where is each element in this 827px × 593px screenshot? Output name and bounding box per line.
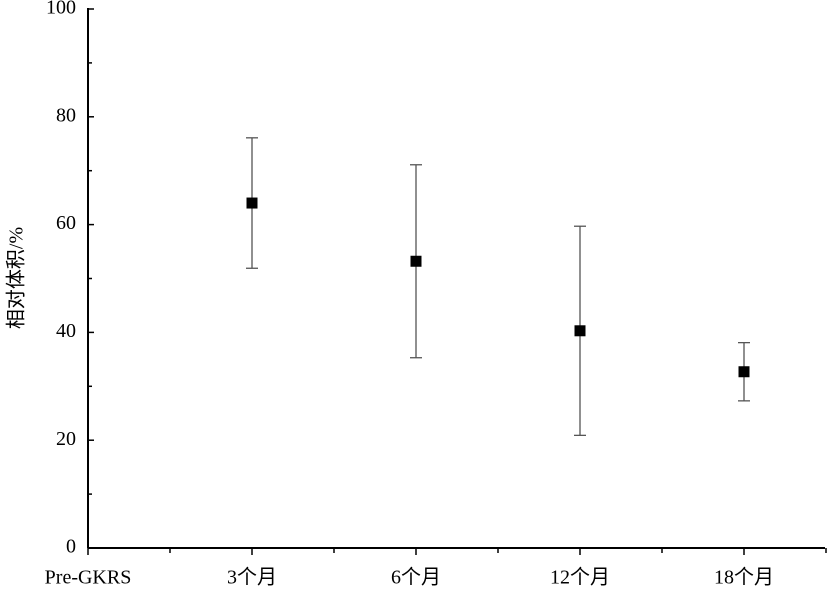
- point: [574, 325, 586, 337]
- y-tick-label: 20: [56, 428, 76, 450]
- y-tick-label: 80: [56, 104, 76, 126]
- point: [738, 366, 750, 378]
- y-axis-label: 相对体积/%: [5, 227, 28, 329]
- x-tick-label: 12个月: [550, 566, 610, 589]
- point: [246, 197, 258, 209]
- x-tick-label: 3个月: [227, 566, 277, 589]
- y-tick-label: 0: [66, 536, 76, 558]
- point: [410, 255, 422, 267]
- y-tick-label: 40: [56, 320, 76, 342]
- y-tick-label: 60: [56, 212, 76, 234]
- x-tick-label: 18个月: [714, 566, 774, 589]
- y-tick-label: 100: [46, 0, 76, 19]
- x-tick-label: Pre-GKRS: [45, 567, 132, 589]
- x-tick-label: 6个月: [391, 566, 441, 589]
